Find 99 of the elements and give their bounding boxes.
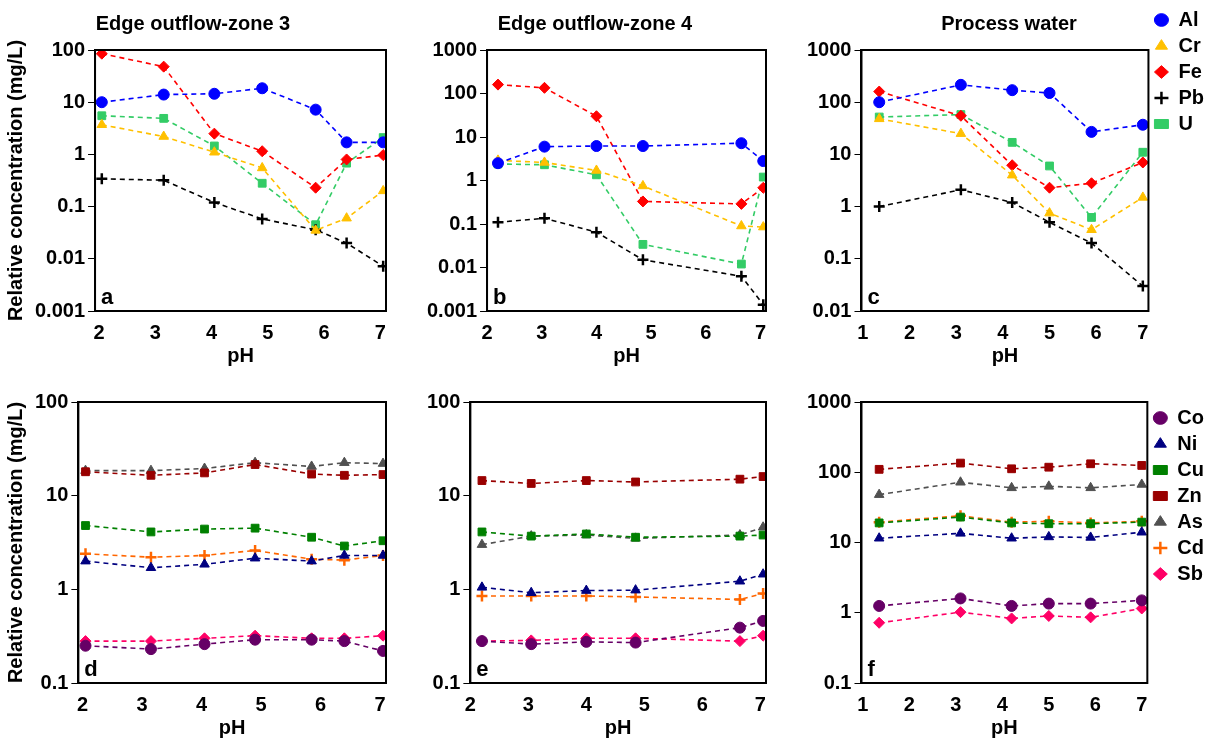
y-tick-label: 10 — [438, 483, 461, 506]
x-tick-label: 2 — [93, 320, 105, 343]
y-tick-label: 0.1 — [823, 246, 852, 269]
y-tick-label: 1 — [57, 576, 69, 599]
annotation: d — [84, 656, 98, 682]
legend-label: Cr — [1178, 33, 1201, 56]
legend-label: Sb — [1177, 561, 1203, 584]
y-tick-label: 1 — [449, 576, 461, 599]
annotation: c — [867, 284, 880, 310]
x-tick-label: 7 — [754, 320, 767, 343]
y-tick-label: 0.1 — [432, 670, 461, 693]
y-tick-label: 0.1 — [823, 670, 852, 693]
legend-label: As — [1177, 509, 1203, 532]
x-tick-label: 2 — [481, 320, 493, 343]
x-tick-label: 7 — [754, 692, 766, 715]
annotation: a — [101, 284, 115, 310]
legend-label: U — [1178, 111, 1193, 134]
x-tick-label: 4 — [590, 320, 603, 343]
y-tick-label: 0.001 — [34, 298, 86, 321]
x-tick-label: 7 — [374, 692, 386, 715]
x-tick-label: 1 — [857, 692, 869, 715]
y-tick-label: 0.001 — [426, 298, 478, 321]
x-tick-label: 5 — [262, 320, 274, 343]
y-tick-label: 100 — [818, 459, 852, 482]
y-tick-label: 1000 — [806, 37, 852, 60]
y-tick-label: 1 — [840, 194, 852, 217]
y-tick-label: 0.01 — [46, 246, 86, 269]
y-tick-label: 0.1 — [449, 211, 478, 234]
x-tick-label: 3 — [522, 692, 534, 715]
y-tick-label: 10 — [829, 530, 852, 553]
y-axis-title: Relative concentration (mg/L) — [3, 401, 26, 684]
x-tick-label: 5 — [1043, 692, 1055, 715]
y-tick-label: 100 — [443, 81, 478, 104]
x-tick-label: 3 — [536, 320, 548, 343]
y-tick-label: 1 — [465, 168, 478, 191]
x-tick-label: 4 — [996, 692, 1009, 715]
x-tick-label: 2 — [903, 320, 916, 343]
legend-label: Cu — [1177, 457, 1205, 480]
y-tick-label: 0.1 — [57, 194, 86, 217]
y-tick-label: 10 — [46, 483, 69, 506]
legend-label: Fe — [1178, 59, 1202, 82]
legend-label: Zn — [1177, 483, 1202, 506]
y-tick-label: 10 — [829, 141, 852, 164]
y-tick-label: 10 — [454, 124, 478, 147]
x-tick-label: 5 — [1043, 320, 1056, 343]
legend-label: Cd — [1177, 535, 1205, 558]
x-tick-label: 4 — [195, 692, 208, 715]
x-axis-title: pH — [613, 343, 640, 366]
x-tick-label: 6 — [1090, 320, 1102, 343]
x-axis-title: pH — [991, 715, 1018, 738]
annotation: e — [476, 656, 489, 682]
x-tick-label: 1 — [857, 320, 869, 343]
x-tick-label: 7 — [1137, 320, 1149, 343]
legend-label: Co — [1177, 405, 1205, 428]
x-tick-label: 4 — [205, 320, 218, 343]
y-tick-label: 10 — [62, 89, 86, 112]
x-tick-label: 3 — [136, 692, 148, 715]
chart-title: Edge outflow-zone 4 — [497, 11, 694, 34]
x-tick-label: 6 — [1089, 692, 1101, 715]
x-tick-label: 7 — [1136, 692, 1148, 715]
x-tick-label: 5 — [255, 692, 267, 715]
y-tick-label: 1000 — [432, 37, 478, 60]
legend-label: Pb — [1178, 85, 1205, 108]
y-tick-label: 1000 — [806, 389, 852, 412]
x-tick-label: 4 — [997, 320, 1010, 343]
legend-label: Al — [1178, 7, 1199, 30]
x-tick-label: 6 — [700, 320, 712, 343]
x-tick-label: 3 — [950, 692, 962, 715]
x-tick-label: 3 — [950, 320, 962, 343]
x-tick-label: 3 — [149, 320, 161, 343]
y-tick-label: 100 — [51, 37, 86, 60]
chart-title: Process water — [941, 11, 1078, 34]
legend-label: Ni — [1177, 431, 1198, 454]
x-tick-label: 5 — [638, 692, 650, 715]
y-tick-label: 100 — [818, 89, 852, 112]
x-tick-label: 7 — [374, 320, 386, 343]
x-tick-label: 2 — [464, 692, 476, 715]
x-tick-label: 6 — [318, 320, 330, 343]
x-tick-label: 6 — [314, 692, 327, 715]
y-tick-label: 0.01 — [812, 298, 852, 321]
y-axis-title: Relative concentration (mg/L) — [3, 39, 26, 322]
y-tick-label: 100 — [426, 389, 461, 412]
x-tick-label: 2 — [903, 692, 915, 715]
y-tick-label: 0.1 — [40, 670, 69, 693]
annotation: b — [493, 284, 507, 310]
x-tick-label: 4 — [580, 692, 593, 715]
chart-title: Edge outflow-zone 3 — [95, 11, 291, 34]
x-tick-label: 5 — [645, 320, 657, 343]
x-tick-label: 2 — [76, 692, 89, 715]
x-axis-title: pH — [227, 343, 254, 366]
y-tick-label: 1 — [73, 141, 86, 164]
y-tick-label: 100 — [34, 389, 69, 412]
y-tick-label: 0.01 — [438, 255, 478, 278]
y-tick-label: 1 — [840, 600, 852, 623]
x-axis-title: pH — [991, 343, 1019, 366]
x-axis-title: pH — [218, 715, 246, 738]
annotation: f — [867, 656, 876, 682]
x-tick-label: 6 — [696, 692, 708, 715]
x-axis-title: pH — [604, 715, 632, 738]
